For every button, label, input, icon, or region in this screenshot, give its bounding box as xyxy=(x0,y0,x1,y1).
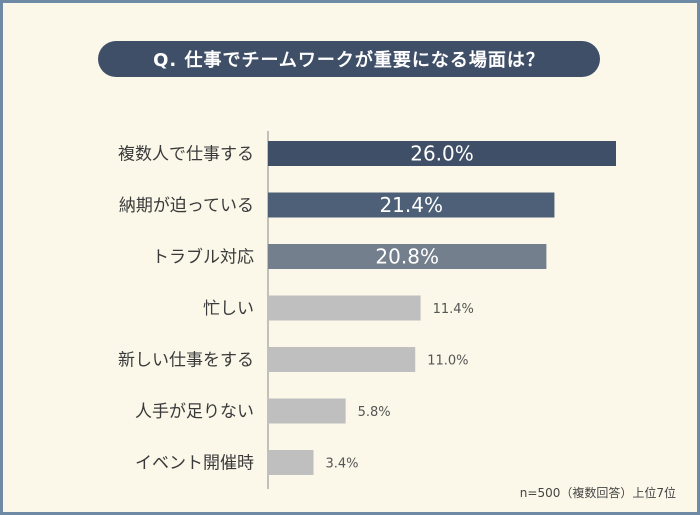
value-label: 20.8% xyxy=(375,245,439,269)
value-label: 11.0% xyxy=(427,354,468,369)
value-label: 3.4% xyxy=(326,457,359,472)
sample-note: n=500（複数回答）上位7位 xyxy=(519,486,676,500)
category-label: 複数人で仕事する xyxy=(118,145,254,165)
value-label: 5.8% xyxy=(358,405,391,420)
bar xyxy=(268,398,346,424)
bar xyxy=(268,244,547,269)
bar xyxy=(268,192,555,218)
chart-title: Q. 仕事でチームワークが重要になる場面は？ xyxy=(98,41,600,77)
category-label: 忙しい xyxy=(203,299,254,319)
category-label: 新しい仕事をする xyxy=(118,351,254,371)
value-label: 11.4% xyxy=(433,302,474,317)
bar xyxy=(268,347,416,372)
bar xyxy=(268,141,616,166)
bar xyxy=(268,295,421,321)
bars-layer: 複数人で仕事する 26.0% 納期が迫っている 21.4% トラブル対応 20.8% 忙しい… xyxy=(118,131,616,489)
category-label: 人手が足りない xyxy=(135,402,254,422)
category-label: 納期が迫っている xyxy=(119,196,254,216)
category-label: トラブル対応 xyxy=(152,247,254,268)
category-label: イベント開催時 xyxy=(135,454,254,474)
value-label: 21.4% xyxy=(379,193,443,217)
bar xyxy=(268,450,314,475)
value-label: 26.0% xyxy=(410,142,474,166)
